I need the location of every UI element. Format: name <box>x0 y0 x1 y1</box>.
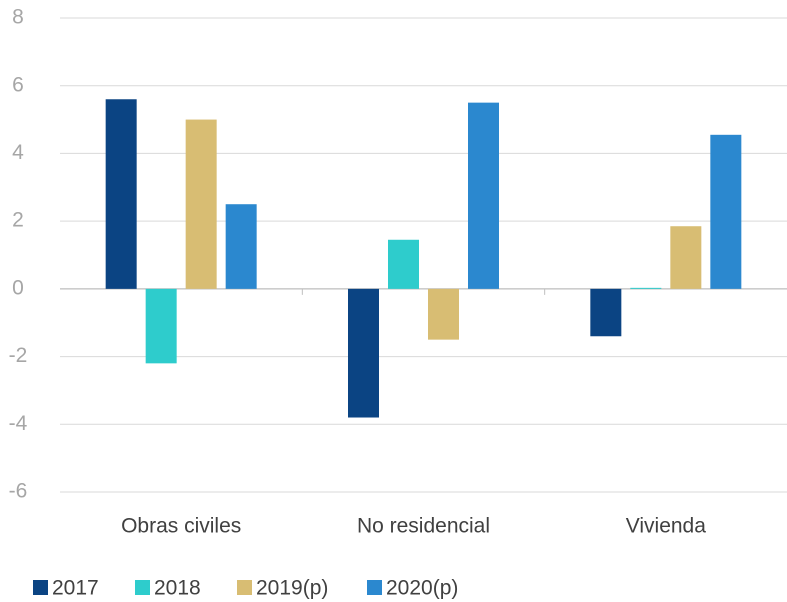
y-tick-label: 8 <box>12 6 24 29</box>
legend-swatch <box>33 580 48 595</box>
x-tick-label: Obras civiles <box>121 515 241 538</box>
y-tick-label: -4 <box>9 412 28 435</box>
legend-swatch <box>237 580 252 595</box>
bar <box>145 288 177 364</box>
bar <box>105 99 137 289</box>
bar <box>348 288 379 418</box>
legend-label: 2019(p) <box>256 577 328 600</box>
legend-swatch <box>367 580 382 595</box>
legend-label: 2020(p) <box>386 577 458 600</box>
legend-label: 2018 <box>154 577 201 600</box>
bar <box>630 287 662 289</box>
bar <box>428 288 459 340</box>
bar <box>590 288 622 337</box>
y-tick-label: -2 <box>9 344 28 367</box>
y-tick-label: 2 <box>12 209 24 232</box>
x-tick-label: Vivienda <box>626 515 706 538</box>
y-tick-label: -6 <box>9 480 28 503</box>
y-tick-label: 0 <box>12 276 24 299</box>
x-tick-label: No residencial <box>357 515 490 538</box>
legend-swatch <box>135 580 150 595</box>
bar <box>185 119 217 289</box>
y-tick-label: 6 <box>12 73 24 96</box>
bar <box>670 226 702 289</box>
bar <box>388 239 419 289</box>
bar <box>710 134 742 289</box>
y-tick-label: 4 <box>12 141 24 164</box>
bar <box>225 204 257 289</box>
legend-label: 2017 <box>52 577 99 600</box>
bar <box>468 102 499 289</box>
